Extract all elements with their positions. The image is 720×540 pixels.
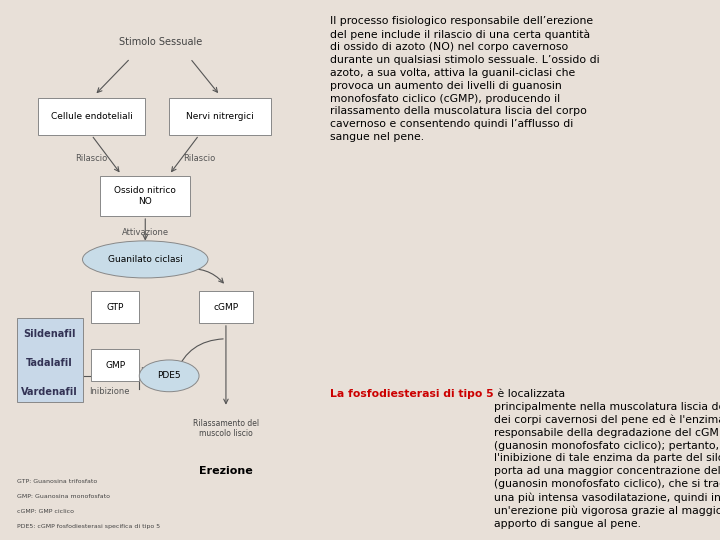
Text: cGMP: GMP ciclico: cGMP: GMP ciclico xyxy=(17,509,73,514)
Text: Stimolo Sessuale: Stimolo Sessuale xyxy=(119,37,202,48)
Text: Erezione: Erezione xyxy=(199,466,253,476)
FancyBboxPatch shape xyxy=(17,318,83,402)
FancyBboxPatch shape xyxy=(37,98,145,135)
Text: GTP: Guanosina trifosfato: GTP: Guanosina trifosfato xyxy=(17,479,97,484)
Text: Attivazione: Attivazione xyxy=(122,228,168,238)
Text: La fosfodiesterasi di tipo 5: La fosfodiesterasi di tipo 5 xyxy=(330,389,494,399)
Text: Rilascio: Rilascio xyxy=(183,154,215,164)
Text: Rilascio: Rilascio xyxy=(76,154,107,164)
Text: cGMP: cGMP xyxy=(213,302,238,312)
Text: PDE5: PDE5 xyxy=(158,372,181,380)
Text: Sildenafil: Sildenafil xyxy=(23,328,76,339)
FancyBboxPatch shape xyxy=(199,291,253,323)
FancyBboxPatch shape xyxy=(91,291,139,323)
Text: Il processo fisiologico responsabile dell’erezione
del pene include il rilascio : Il processo fisiologico responsabile del… xyxy=(330,16,600,142)
Text: Tadalafil: Tadalafil xyxy=(26,357,73,368)
Text: Vardenafil: Vardenafil xyxy=(22,387,78,397)
FancyBboxPatch shape xyxy=(91,349,139,381)
Text: Rilassamento del
muscolo liscio: Rilassamento del muscolo liscio xyxy=(193,419,259,438)
Text: GTP: GTP xyxy=(107,302,124,312)
Text: PDE5: cGMP fosfodiesterasi specifica di tipo 5: PDE5: cGMP fosfodiesterasi specifica di … xyxy=(17,524,160,529)
Ellipse shape xyxy=(83,241,208,278)
Text: Nervi nitrergici: Nervi nitrergici xyxy=(186,112,254,121)
Text: GMP: GMP xyxy=(105,361,125,370)
Text: Cellule endoteliali: Cellule endoteliali xyxy=(50,112,132,121)
FancyBboxPatch shape xyxy=(169,98,271,135)
Ellipse shape xyxy=(139,360,199,392)
Text: Inibizione: Inibizione xyxy=(89,387,130,396)
Text: GMP: Guanosina monofosfato: GMP: Guanosina monofosfato xyxy=(17,494,109,499)
Text: Ossido nitrico
NO: Ossido nitrico NO xyxy=(114,186,176,206)
Text: è localizzata
principalmente nella muscolatura liscia dei vasi
dei corpi caverno: è localizzata principalmente nella musco… xyxy=(494,389,720,529)
FancyBboxPatch shape xyxy=(101,176,190,216)
Text: Guanilato ciclasi: Guanilato ciclasi xyxy=(108,255,183,264)
